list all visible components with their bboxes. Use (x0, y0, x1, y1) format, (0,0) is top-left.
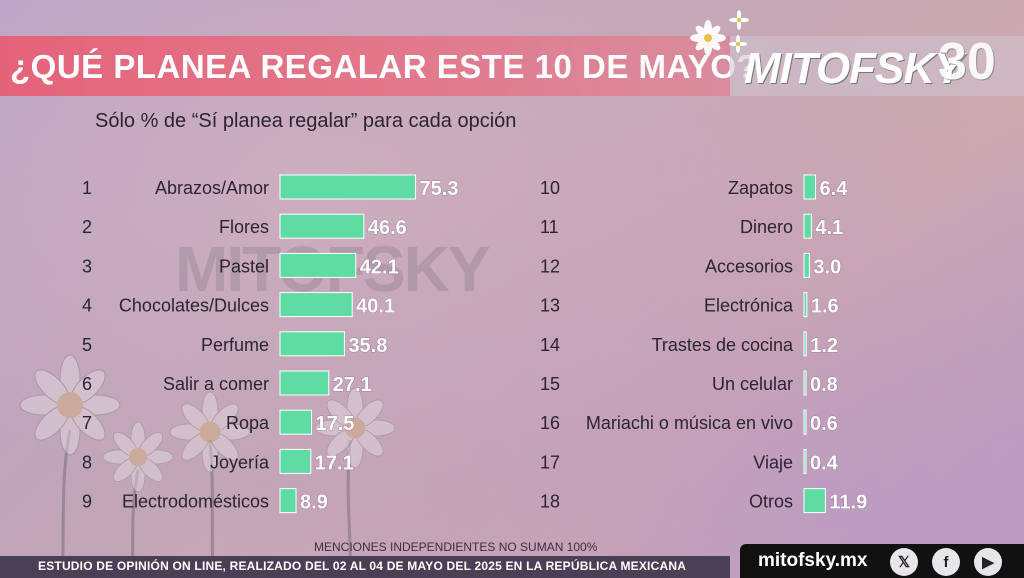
category-label: Salir a comer (163, 374, 269, 394)
rank-label: 14 (540, 335, 560, 355)
value-label: 17.5 (316, 413, 355, 435)
bar (803, 213, 812, 239)
value-label: 1.6 (811, 296, 839, 318)
rank-label: 18 (540, 492, 560, 512)
rank-label: 3 (82, 256, 92, 276)
bar (803, 370, 807, 396)
x-icon[interactable]: 𝕏 (890, 548, 918, 576)
rank-label: 15 (540, 374, 560, 394)
value-label: 17.1 (315, 452, 354, 474)
value-label: 11.9 (829, 492, 867, 514)
rank-label: 8 (82, 452, 92, 472)
bar (279, 409, 312, 435)
bars-layer: 1 Abrazos/Amor 75.3 2 Flores 46.6 3 Pastel 42.1 4… (82, 174, 868, 514)
value-label: 0.8 (810, 374, 838, 396)
youtube-icon[interactable]: ▶ (974, 548, 1002, 576)
category-label: Electrónica (704, 296, 794, 316)
rank-label: 2 (82, 217, 92, 237)
daisy-icon (729, 10, 749, 30)
rank-label: 17 (540, 452, 560, 472)
category-label: Joyería (210, 452, 270, 472)
value-label: 6.4 (820, 178, 849, 200)
bar (803, 292, 808, 318)
value-label: 40.1 (356, 296, 395, 318)
category-label: Mariachi o música en vivo (586, 413, 793, 433)
bar (279, 331, 345, 357)
title-band (0, 36, 730, 96)
bar (279, 488, 297, 514)
category-label: Viaje (753, 452, 793, 472)
daisy-icon (729, 35, 747, 53)
rank-label: 7 (82, 413, 92, 433)
rank-label: 12 (540, 256, 560, 276)
category-label: Electrodomésticos (122, 492, 269, 512)
daisy-icon (19, 354, 396, 493)
bar (803, 174, 817, 200)
value-label: 8.9 (300, 492, 328, 514)
bar (279, 370, 330, 396)
bar (279, 252, 357, 278)
rank-label: 11 (540, 217, 559, 237)
study-note: ESTUDIO DE OPINIÓN ON LINE, REALIZADO DE… (38, 559, 687, 573)
value-label: 0.6 (810, 413, 838, 435)
anniversary-logo: 30 (938, 33, 996, 91)
bar (279, 213, 365, 239)
category-label: Flores (219, 217, 269, 237)
rank-label: 1 (82, 178, 92, 198)
value-label: 75.3 (420, 178, 459, 200)
category-label: Abrazos/Amor (155, 178, 269, 198)
category-label: Otros (749, 492, 793, 512)
rank-label: 5 (82, 335, 92, 355)
daisy-icon (690, 20, 726, 56)
bar (803, 331, 807, 357)
category-label: Trastes de cocina (652, 335, 794, 355)
rank-label: 4 (82, 296, 92, 316)
value-label: 46.6 (368, 217, 407, 239)
category-label: Ropa (226, 413, 270, 433)
site-link[interactable]: mitofsky.mx (758, 550, 868, 571)
footnote: MENCIONES INDEPENDIENTES NO SUMAN 100% (314, 540, 598, 554)
value-label: 4.1 (815, 217, 843, 239)
brand-band (730, 36, 1024, 96)
rank-label: 13 (540, 296, 560, 316)
rank-label: 6 (82, 374, 92, 394)
facebook-icon[interactable]: f (932, 548, 960, 576)
value-label: 1.2 (810, 335, 838, 357)
value-label: 35.8 (348, 335, 387, 357)
value-label: 3.0 (813, 256, 841, 278)
category-label: Pastel (219, 256, 269, 276)
chart-subtitle: Sólo % de “Sí planea regalar” para cada … (95, 110, 517, 132)
bar (279, 292, 353, 318)
category-label: Perfume (201, 335, 269, 355)
value-label: 0.4 (810, 452, 839, 474)
page-title: ¿QUÉ PLANEA REGALAR ESTE 10 DE MAYO? (10, 48, 758, 85)
rank-label: 9 (82, 492, 92, 512)
daisy-decorations (19, 10, 749, 578)
bar (803, 409, 807, 435)
bar (803, 448, 807, 474)
category-label: Zapatos (728, 178, 793, 198)
category-label: Chocolates/Dulces (119, 296, 269, 316)
value-label: 27.1 (333, 374, 372, 396)
bar (803, 252, 810, 278)
category-label: Dinero (740, 217, 793, 237)
brand-logo: MITOFSKY (744, 44, 964, 93)
bar (279, 174, 417, 200)
rank-label: 16 (540, 413, 560, 433)
bar (803, 488, 826, 514)
category-label: Un celular (712, 374, 793, 394)
value-label: 42.1 (360, 256, 399, 278)
rank-label: 10 (540, 178, 560, 198)
bar (279, 448, 312, 474)
category-label: Accesorios (705, 256, 793, 276)
footer-bar (0, 556, 730, 578)
